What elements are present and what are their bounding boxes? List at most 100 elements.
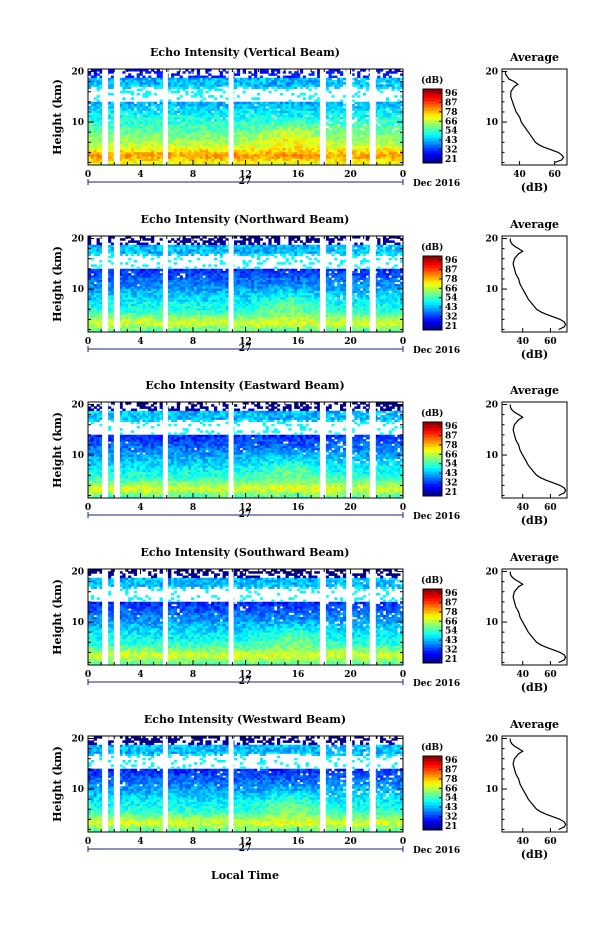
heatmap-cell xyxy=(362,106,367,109)
heatmap-cell xyxy=(96,130,100,133)
heatmap-cell xyxy=(279,79,284,83)
heatmap-cell xyxy=(156,86,160,89)
heatmap-cell xyxy=(99,149,103,153)
heatmap-cell xyxy=(317,117,321,120)
heatmap-cell xyxy=(340,71,344,74)
heatmap-cell xyxy=(245,103,249,107)
heatmap-cell xyxy=(188,123,192,127)
heatmap-cell xyxy=(351,95,355,98)
heatmap-cell xyxy=(242,108,246,111)
heatmap-cell xyxy=(156,151,160,155)
heatmap-cell xyxy=(151,279,155,283)
heatmap-cell xyxy=(108,279,112,283)
heatmap-cell xyxy=(93,310,97,313)
heatmap-cell xyxy=(317,73,321,76)
heatmap-cell xyxy=(128,297,132,300)
heatmap-cell xyxy=(362,117,367,120)
heatmap-cell xyxy=(168,121,172,124)
heatmap-cell xyxy=(153,323,158,326)
heatmap-cell xyxy=(142,101,146,105)
heatmap-cell xyxy=(211,84,215,87)
heatmap-cell xyxy=(145,294,149,298)
heatmap-cell xyxy=(397,106,401,109)
heatmap-cell xyxy=(377,117,381,120)
heatmap-cell xyxy=(317,69,321,72)
heatmap-cell xyxy=(391,134,395,137)
heatmap-cell xyxy=(119,279,123,283)
heatmap-cell xyxy=(156,77,160,81)
heatmap-cell xyxy=(265,79,269,83)
heatmap-cell xyxy=(199,143,203,146)
heatmap-cell xyxy=(222,145,226,148)
heatmap-cell xyxy=(96,79,100,83)
heatmap-cell xyxy=(139,117,143,120)
heatmap-cell xyxy=(351,138,355,142)
heatmap-cell xyxy=(362,130,367,133)
heatmap-cell xyxy=(139,73,143,76)
heatmap-cell xyxy=(380,136,384,140)
heatmap-cell xyxy=(130,264,135,267)
heatmap-cell xyxy=(297,73,301,76)
heatmap-cell xyxy=(340,158,344,161)
heatmap-cell xyxy=(171,123,175,127)
heatmap-cell xyxy=(331,130,335,133)
heatmap-cell xyxy=(211,130,215,133)
heatmap-cell xyxy=(268,103,272,107)
heatmap-cell xyxy=(337,160,341,164)
heatmap-cell xyxy=(291,119,295,122)
heatmap-cell xyxy=(90,103,95,107)
heatmap-cell xyxy=(297,110,301,113)
heatmap-cell xyxy=(196,117,201,120)
heatmap-cell xyxy=(360,160,364,164)
heatmap-cell xyxy=(176,143,180,146)
heatmap-cell xyxy=(142,305,146,309)
heatmap-cell xyxy=(153,314,158,318)
heatmap-cell xyxy=(288,106,292,109)
heatmap-cell xyxy=(242,143,246,146)
heatmap-cell xyxy=(168,158,172,161)
heatmap-cell xyxy=(145,77,149,81)
heatmap-cell xyxy=(251,147,255,151)
heatmap-cell xyxy=(360,141,364,144)
heatmap-cell xyxy=(139,325,143,328)
heatmap-cell xyxy=(90,160,95,164)
heatmap-cell xyxy=(130,303,135,307)
heatmap-cell xyxy=(176,134,180,137)
heatmap-cell xyxy=(225,151,229,155)
heatmap-cell xyxy=(145,301,149,304)
heatmap-cell xyxy=(208,138,212,142)
heatmap-cell xyxy=(133,151,138,155)
heatmap-cell xyxy=(173,77,178,81)
heatmap-cell xyxy=(133,277,138,280)
heatmap-cell xyxy=(391,132,395,135)
heatmap-cell xyxy=(173,160,178,164)
heatmap-cell xyxy=(242,117,246,120)
heatmap-cell xyxy=(302,151,306,155)
heatmap-cell xyxy=(191,79,195,83)
heatmap-cell xyxy=(331,132,335,135)
heatmap-cell xyxy=(122,132,126,135)
heatmap-cell xyxy=(130,101,135,105)
heatmap-cell xyxy=(236,127,241,131)
heatmap-cell xyxy=(88,275,92,278)
heatmap-cell xyxy=(365,145,369,148)
heatmap-cell xyxy=(380,79,384,83)
heatmap-cell xyxy=(88,160,92,164)
heatmap-cell xyxy=(388,75,392,79)
heatmap-cell xyxy=(185,112,189,116)
heatmap-cell xyxy=(185,147,189,151)
heatmap-cell xyxy=(88,154,92,157)
heatmap-cell xyxy=(214,147,218,151)
heatmap-cell xyxy=(377,132,381,135)
heatmap-cell xyxy=(337,158,341,161)
heatmap-cell xyxy=(394,158,398,161)
heatmap-cell xyxy=(99,138,103,142)
heatmap-cell xyxy=(236,103,241,107)
heatmap-cell xyxy=(334,127,338,131)
heatmap-cell xyxy=(130,112,135,116)
heatmap-cell xyxy=(216,162,221,166)
heatmap-cell xyxy=(142,82,146,85)
heatmap-cell xyxy=(234,158,238,161)
heatmap-cell xyxy=(282,82,286,85)
heatmap-cell xyxy=(394,71,398,74)
